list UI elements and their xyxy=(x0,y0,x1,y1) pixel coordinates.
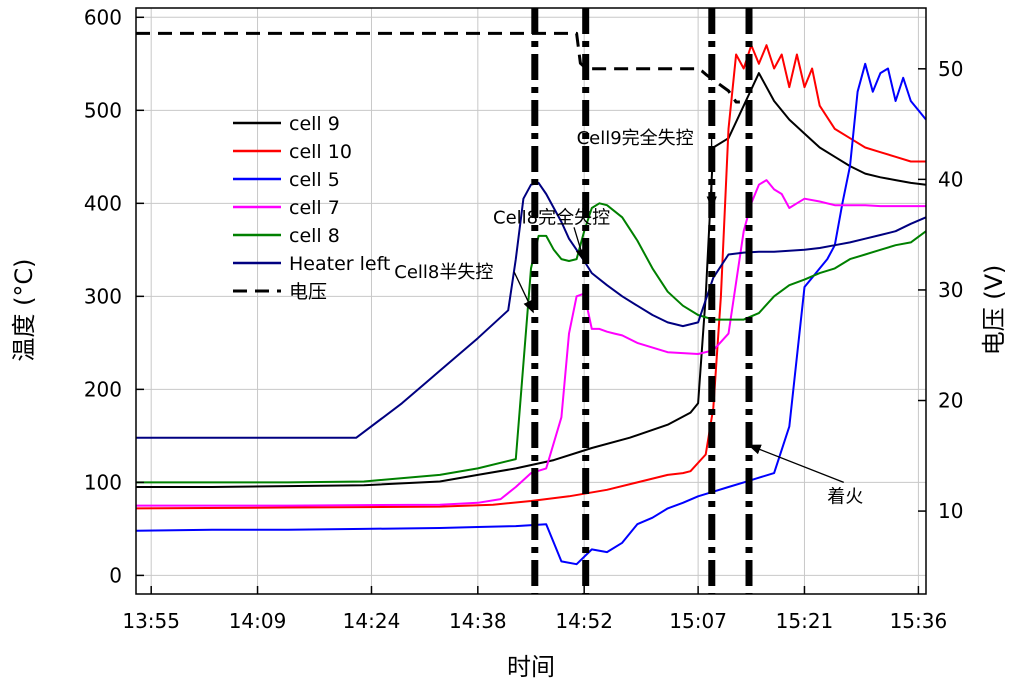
series-line-5 xyxy=(136,181,927,439)
plot-frame xyxy=(135,7,927,595)
series-line-4 xyxy=(136,202,927,484)
legend-label: cell 7 xyxy=(289,197,340,219)
annotation-text: Cell8半失控 xyxy=(394,262,493,283)
legend: cell 9 cell 10 cell 5 cell 7 cell 8 Heater le… xyxy=(233,113,390,303)
y-tick-label: 300 xyxy=(84,284,122,308)
x-tick-label: 14:38 xyxy=(449,609,507,633)
series-line-6 xyxy=(136,31,740,104)
legend-label: cell 8 xyxy=(289,225,340,247)
x-tick-label: 13:55 xyxy=(122,609,180,633)
y-tick-label: 100 xyxy=(84,470,122,494)
series-line-2 xyxy=(135,62,927,566)
annotation-text: 着火 xyxy=(827,486,863,507)
y-tick-label: 600 xyxy=(84,5,122,29)
x-tick-label: 14:52 xyxy=(555,609,613,633)
y-tick-label: 500 xyxy=(84,98,122,122)
legend-label: 电压 xyxy=(289,281,327,303)
y2-tick-label: 50 xyxy=(938,57,963,81)
annotation-text: Cell8完全失控 xyxy=(493,207,610,228)
x-tick-label: 15:21 xyxy=(776,609,834,633)
plot-area xyxy=(135,8,927,594)
axes: 13:55 14:09 14:24 14:38 14:52 15:07 15:21 15:36… xyxy=(84,5,964,633)
y2-tick-label: 30 xyxy=(938,278,963,302)
y2-tick-label: 10 xyxy=(938,499,963,523)
x-tick-label: 15:36 xyxy=(890,609,948,633)
annotation-arrow xyxy=(747,444,844,483)
x-axis-label: 时间 xyxy=(507,653,555,681)
x-tick-label: 15:07 xyxy=(669,609,727,633)
y-axis-label: 温度 (°C) xyxy=(10,258,38,361)
y-tick-label: 200 xyxy=(84,377,122,401)
y-tick-label: 400 xyxy=(84,191,122,215)
legend-label: Heater left xyxy=(289,253,390,275)
annotation-arrow xyxy=(573,227,586,263)
y2-axis-label: 电压 (V) xyxy=(980,265,1008,356)
legend-label: cell 9 xyxy=(289,113,340,135)
y-tick-label: 0 xyxy=(109,563,122,587)
annotation-text: Cell9完全失控 xyxy=(577,128,694,149)
y2-tick-label: 20 xyxy=(938,389,963,413)
x-tick-label: 14:09 xyxy=(229,609,287,633)
annotation-arrow xyxy=(513,271,534,314)
y2-tick-label: 40 xyxy=(938,167,963,191)
legend-label: cell 5 xyxy=(289,169,340,191)
x-tick-label: 14:24 xyxy=(343,609,401,633)
legend-label: cell 10 xyxy=(289,141,352,163)
